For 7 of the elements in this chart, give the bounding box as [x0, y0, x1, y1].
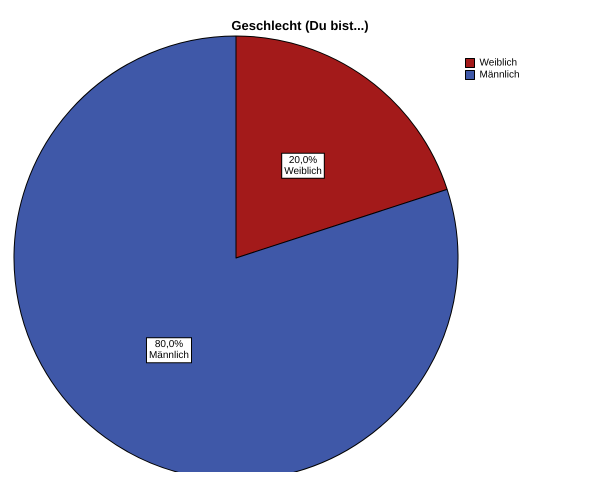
slice-label: Weiblich [284, 166, 322, 177]
data-label: 20,0% [288, 154, 318, 166]
chart-title: Geschlecht (Du bist...) [231, 18, 369, 33]
legend-label: Weiblich [480, 58, 518, 68]
data-label: 80,0% [154, 339, 184, 350]
legend-label: Männlich [480, 70, 520, 80]
slice-label: Männlich [148, 350, 190, 362]
